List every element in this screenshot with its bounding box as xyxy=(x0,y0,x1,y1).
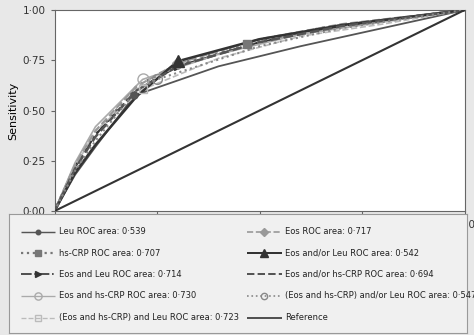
Text: (Eos and hs-CRP) and Leu ROC area: 0·723: (Eos and hs-CRP) and Leu ROC area: 0·723 xyxy=(59,313,239,322)
Text: Eos ROC area: 0·717: Eos ROC area: 0·717 xyxy=(285,227,372,236)
Text: Eos and/or hs-CRP ROC area: 0·694: Eos and/or hs-CRP ROC area: 0·694 xyxy=(285,270,434,279)
Text: Eos and/or Leu ROC area: 0·542: Eos and/or Leu ROC area: 0·542 xyxy=(285,249,419,258)
Y-axis label: Sensitivity: Sensitivity xyxy=(8,81,18,140)
Text: Eos and hs-CRP ROC area: 0·730: Eos and hs-CRP ROC area: 0·730 xyxy=(59,291,196,300)
Text: Leu ROC area: 0·539: Leu ROC area: 0·539 xyxy=(59,227,146,236)
Text: hs-CRP ROC area: 0·707: hs-CRP ROC area: 0·707 xyxy=(59,249,160,258)
Text: (Eos and hs-CRP) and/or Leu ROC area: 0·547: (Eos and hs-CRP) and/or Leu ROC area: 0·… xyxy=(285,291,474,300)
X-axis label: 1-Specificity: 1-Specificity xyxy=(225,236,294,246)
Text: Reference: Reference xyxy=(285,313,328,322)
Text: Eos and Leu ROC area: 0·714: Eos and Leu ROC area: 0·714 xyxy=(59,270,182,279)
